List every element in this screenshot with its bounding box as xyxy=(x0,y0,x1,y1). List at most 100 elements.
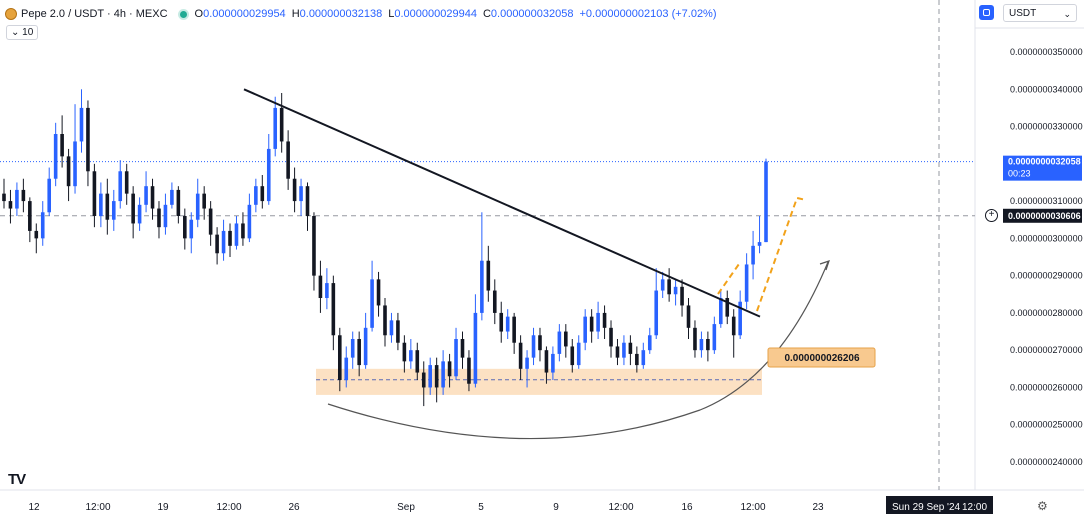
candle-body xyxy=(325,283,329,298)
price-tick-label: 0.0000000280000 xyxy=(1010,308,1083,318)
price-tick-label: 0.0000000240000 xyxy=(1010,457,1083,467)
candle-body xyxy=(622,342,626,358)
candle-body xyxy=(480,260,484,313)
candle-body xyxy=(337,335,342,380)
open-value: 0.000000029954 xyxy=(203,8,286,20)
candle-body xyxy=(428,365,433,388)
candle-body xyxy=(544,350,549,373)
candle-body xyxy=(370,279,374,328)
candle-body xyxy=(234,223,239,246)
support-price-label: 0.000000026206 xyxy=(784,353,860,364)
tradingview-logo[interactable]: TV xyxy=(8,471,26,488)
time-tick-label: 9 xyxy=(553,502,559,513)
candle-body xyxy=(305,186,310,216)
candle-body xyxy=(725,298,730,317)
candle-body xyxy=(111,201,116,220)
candle-body xyxy=(228,230,232,246)
candle-body xyxy=(137,204,142,224)
candle-body xyxy=(673,286,678,295)
candle-body xyxy=(331,283,336,336)
arc-arrow-head xyxy=(819,260,830,271)
settings-gear-icon[interactable]: ⚙ xyxy=(1037,499,1048,513)
candle-body xyxy=(79,107,84,142)
candle-body xyxy=(460,339,465,358)
time-tick-label: 12:00 xyxy=(740,502,765,513)
pepe-coin-icon xyxy=(5,8,17,20)
candle-body xyxy=(118,171,123,202)
support-price-label-bg xyxy=(767,347,876,368)
candle-body xyxy=(150,186,155,209)
candle-body xyxy=(731,316,736,336)
candle-body xyxy=(34,230,39,239)
candle-body xyxy=(363,327,368,366)
high-value: 0.000000032138 xyxy=(299,8,383,20)
candle-body xyxy=(512,316,516,343)
add-alert-icon[interactable]: + xyxy=(985,209,998,222)
candle-body xyxy=(8,201,13,209)
candle-body xyxy=(751,245,755,265)
high-label: H xyxy=(291,8,300,20)
time-tick-label: 16 xyxy=(681,502,693,513)
candle-body xyxy=(124,171,129,194)
time-tick-label: 26 xyxy=(288,502,300,513)
candle-body xyxy=(299,186,303,202)
time-tick-label: 12:00 xyxy=(216,502,241,513)
candle-countdown: 00:23 xyxy=(1008,169,1031,179)
candle-body xyxy=(596,312,600,332)
candle-body xyxy=(576,342,581,366)
candle-body xyxy=(570,346,575,366)
time-tick-label: 23 xyxy=(812,502,824,513)
candle-body xyxy=(383,305,387,336)
candle-body xyxy=(589,316,594,332)
candle-body xyxy=(144,186,148,205)
candle-body xyxy=(699,339,704,351)
rounded-bottom-arc xyxy=(327,261,829,440)
candle-body xyxy=(434,365,439,388)
symbol-name[interactable]: Pepe 2.0 / USDT · 4h · MEXC xyxy=(21,8,168,20)
candle-body xyxy=(376,279,381,306)
candle-body xyxy=(273,107,278,149)
time-tick-label: 12:00 xyxy=(85,502,110,513)
candle-body xyxy=(454,339,458,377)
candle-body xyxy=(486,260,491,291)
currency-value: USDT xyxy=(1009,8,1037,19)
price-tick-label: 0.0000000290000 xyxy=(1010,271,1083,281)
candle-body xyxy=(654,290,659,336)
candle-body xyxy=(99,193,103,216)
candle-body xyxy=(92,171,97,216)
candle-body xyxy=(266,148,271,202)
candle-body xyxy=(602,312,607,328)
candle-body xyxy=(706,339,710,351)
candle-body xyxy=(757,242,762,246)
indicator-toggle[interactable]: ⌄ 10 xyxy=(6,25,39,40)
descending-trendline xyxy=(243,88,761,318)
candle-body xyxy=(660,279,665,291)
candle-body xyxy=(202,193,206,209)
price-tick-label: 0.0000000330000 xyxy=(1010,122,1083,132)
candle-body xyxy=(505,316,510,332)
time-tick-label: 19 xyxy=(157,502,169,513)
candle-body xyxy=(499,312,504,332)
last-price-value: 0.0000000032058 xyxy=(1008,157,1081,167)
candle-body xyxy=(667,279,671,295)
candle-body xyxy=(680,286,684,306)
crosshair-price-tag xyxy=(1003,208,1082,223)
candle-body xyxy=(195,193,200,220)
price-tick-label: 0.0000000260000 xyxy=(1010,382,1083,392)
candle-body xyxy=(557,331,562,354)
candle-body xyxy=(738,301,742,336)
time-tick-label: 5 xyxy=(478,502,484,513)
currency-select[interactable]: USDT ⌄ xyxy=(1003,4,1077,22)
candle-body xyxy=(170,189,174,205)
layout-icon[interactable] xyxy=(979,5,994,20)
price-tick-label: 0.0000000270000 xyxy=(1010,345,1083,355)
candle-body xyxy=(609,327,613,347)
candle-body xyxy=(260,186,265,202)
time-tick-label: 12 xyxy=(28,502,40,513)
candle-body xyxy=(635,353,639,366)
candle-body xyxy=(441,361,445,388)
candle-body xyxy=(318,275,323,298)
price-tick-label: 0.0000000300000 xyxy=(1010,233,1083,243)
candle-body xyxy=(764,161,768,243)
